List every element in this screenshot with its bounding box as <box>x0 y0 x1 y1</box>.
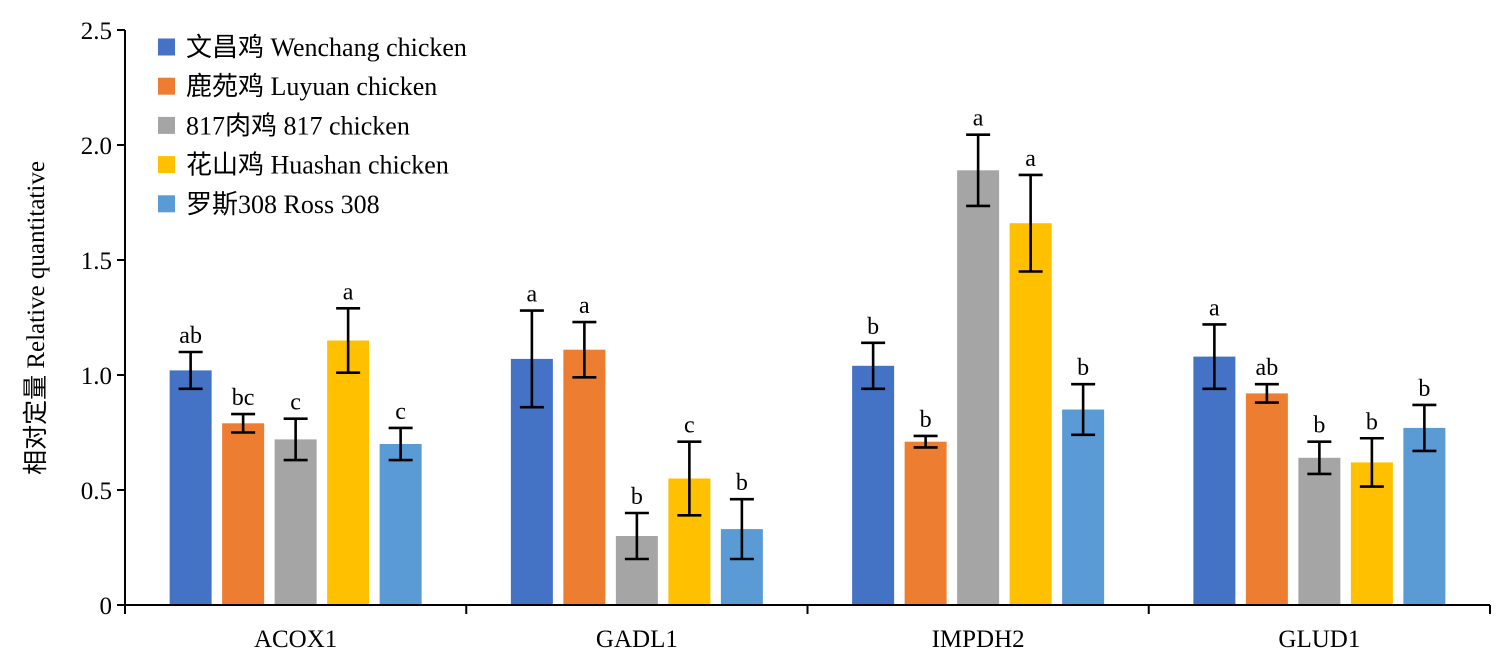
legend-label: 罗斯308 Ross 308 <box>186 190 380 219</box>
significance-label: b <box>1313 413 1325 439</box>
legend-swatch <box>158 156 175 174</box>
significance-label: ab <box>179 323 202 349</box>
significance-label: a <box>579 293 590 319</box>
legend-label: 817肉鸡 817 chicken <box>186 111 410 140</box>
bar <box>563 349 606 605</box>
significance-label: b <box>1366 409 1378 435</box>
significance-label: bc <box>232 385 255 411</box>
significance-label: a <box>973 106 984 132</box>
bar <box>1245 393 1288 605</box>
significance-label: b <box>736 470 748 496</box>
legend-swatch <box>158 38 175 56</box>
category-label: GADL1 <box>596 626 678 653</box>
bar <box>274 439 317 605</box>
bar <box>169 370 212 605</box>
legend-label: 鹿苑鸡 Luyuan chicken <box>186 72 437 101</box>
legend-swatch <box>158 116 175 134</box>
y-tick-label: 1.0 <box>81 363 112 390</box>
y-axis-label: 相对定量 Relative quantitative <box>22 161 50 475</box>
category-label: ACOX1 <box>254 626 337 653</box>
legend-swatch <box>158 195 175 213</box>
significance-label: c <box>395 399 406 425</box>
significance-label: b <box>920 407 932 433</box>
y-tick-label: 1.5 <box>81 248 112 275</box>
significance-label: a <box>343 279 354 305</box>
legend: 文昌鸡 Wenchang chicken 鹿苑鸡 Luyuan chicken 81… <box>158 33 467 219</box>
bar <box>852 365 895 605</box>
y-tick-label: 2.5 <box>81 18 112 45</box>
y-tick-label: 0.5 <box>81 478 112 505</box>
significance-label: c <box>684 413 695 439</box>
significance-label: b <box>1418 376 1430 402</box>
bar <box>1009 223 1052 605</box>
significance-label: b <box>1077 355 1089 381</box>
significance-label: b <box>631 484 643 510</box>
significance-label: a <box>1025 146 1036 172</box>
significance-label: a <box>1209 295 1220 321</box>
bar <box>1298 457 1341 605</box>
category-label: IMPDH2 <box>932 626 1025 653</box>
bar <box>1403 427 1446 605</box>
significance-label: c <box>290 390 301 416</box>
y-axis-label-group: 相对定量 Relative quantitative <box>22 161 50 475</box>
bar <box>904 441 947 605</box>
legend-label: 花山鸡 Huashan chicken <box>186 151 449 180</box>
bar <box>957 170 1000 606</box>
y-tick-label: 0 <box>100 593 113 620</box>
legend-label: 文昌鸡 Wenchang chicken <box>186 33 467 62</box>
legend-swatch <box>158 77 175 95</box>
significance-label: ab <box>1256 355 1279 381</box>
bar <box>327 340 370 605</box>
bar <box>1062 409 1105 605</box>
bar <box>379 444 422 605</box>
significance-label: b <box>867 314 879 340</box>
category-label: GLUD1 <box>1278 626 1360 653</box>
bar <box>222 423 265 605</box>
bar <box>1193 356 1236 605</box>
y-tick-label: 2.0 <box>81 133 112 160</box>
significance-label: a <box>527 282 538 308</box>
